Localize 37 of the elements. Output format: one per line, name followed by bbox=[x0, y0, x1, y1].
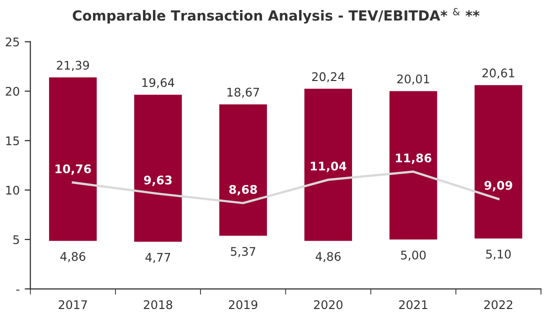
annotation: 21,39 bbox=[56, 60, 89, 71]
bar bbox=[474, 85, 522, 238]
annotation: 5,10 bbox=[486, 250, 511, 260]
data-label: 11,86 bbox=[396, 154, 432, 164]
data-label: 8,68 bbox=[229, 184, 257, 196]
x-tick-label: 2020 bbox=[314, 300, 342, 310]
data-label: 11,04 bbox=[310, 162, 346, 172]
annotation: 4,77 bbox=[145, 253, 170, 264]
bar bbox=[49, 77, 97, 241]
annotation: 19,64 bbox=[142, 78, 174, 88]
y-tick-label: 25 bbox=[6, 37, 19, 46]
x-tick-label: 2021 bbox=[399, 300, 428, 310]
bar bbox=[304, 88, 352, 241]
bar bbox=[134, 94, 182, 242]
bar bbox=[389, 91, 438, 240]
annotation: 20,24 bbox=[312, 72, 344, 82]
annotation: 4,86 bbox=[60, 252, 86, 262]
annotation: 20,01 bbox=[397, 74, 430, 85]
y-tick-label: - bbox=[16, 290, 20, 291]
y-tick-label: 10 bbox=[6, 186, 20, 195]
x-tick-label: 2019 bbox=[228, 300, 258, 310]
data-label: 9,09 bbox=[484, 180, 512, 192]
chart-title: Comparable Transaction Analysis - TEV/EBITDA* $^{&}$ ** bbox=[72, 8, 480, 24]
x-tick-label: 2017 bbox=[58, 300, 87, 310]
x-tick-label: 2022 bbox=[484, 300, 512, 310]
y-tick-label: 5 bbox=[13, 235, 19, 244]
annotation: 5,37 bbox=[230, 246, 256, 258]
bar bbox=[219, 104, 267, 236]
y-tick-label: 20 bbox=[6, 86, 20, 96]
annotation: 5,00 bbox=[401, 250, 426, 261]
annotation: 20,61 bbox=[482, 68, 514, 79]
y-tick-label: 15 bbox=[6, 136, 19, 146]
annotation: 4,86 bbox=[316, 252, 341, 262]
annotation: 18,67 bbox=[228, 88, 259, 98]
data-label: 10,76 bbox=[56, 164, 91, 175]
x-tick-label: 2018 bbox=[144, 300, 172, 310]
data-label: 9,63 bbox=[144, 176, 172, 186]
